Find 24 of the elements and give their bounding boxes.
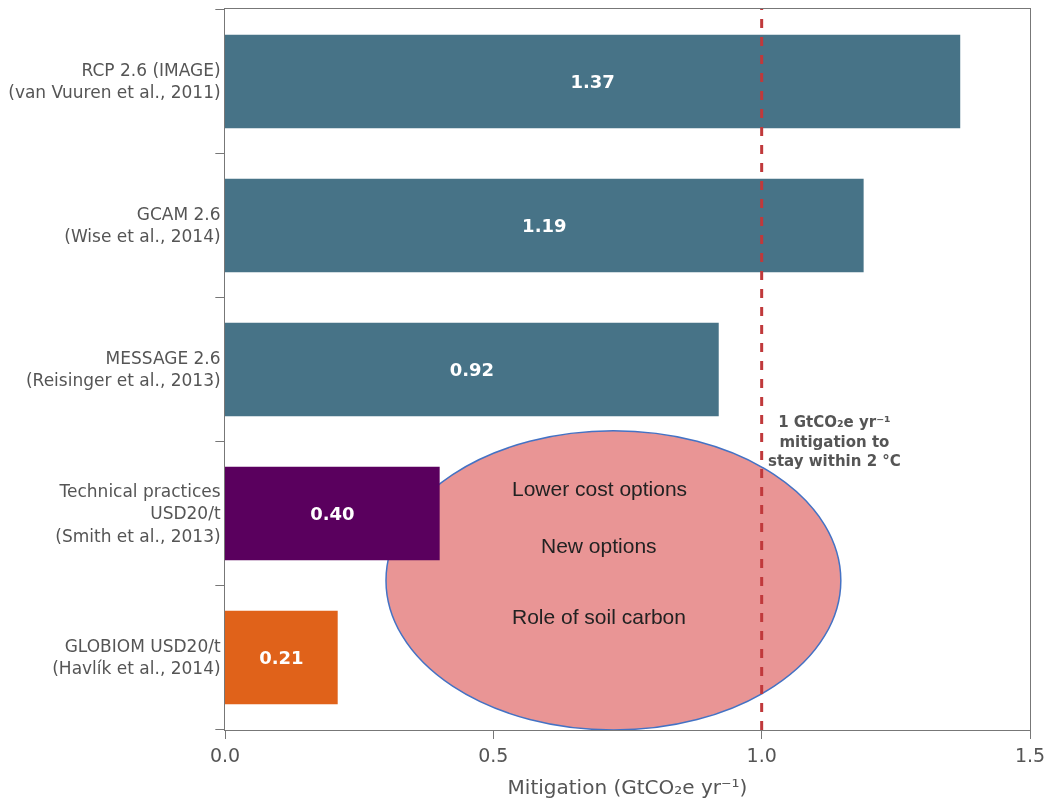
bar bbox=[225, 178, 864, 273]
data-label: 1.37 bbox=[570, 71, 615, 92]
bar bbox=[225, 610, 338, 705]
data-label: 0.92 bbox=[449, 359, 495, 380]
y-tick-label: GCAM 2.6 (Wise et al., 2014) bbox=[64, 204, 221, 247]
x-tick-label: 0.0 bbox=[209, 743, 241, 766]
bar bbox=[225, 322, 719, 417]
data-label: 0.40 bbox=[310, 503, 355, 524]
data-label: 0.21 bbox=[259, 647, 304, 668]
ref-line-label: 1 GtCO₂e yr⁻¹ mitigation to stay within 2 °C bbox=[768, 413, 901, 470]
x-tick-label: 1.5 bbox=[1014, 743, 1046, 766]
bar bbox=[225, 34, 961, 129]
x-axis-title: Mitigation (GtCO₂e yr⁻¹) bbox=[507, 775, 748, 800]
x-tick-label: 1.0 bbox=[746, 743, 777, 766]
y-tick-label: RCP 2.6 (IMAGE) (van Vuuren et al., 2011) bbox=[8, 60, 221, 103]
annotation: Lower cost options bbox=[512, 477, 688, 500]
bar bbox=[225, 466, 440, 561]
data-label: 1.19 bbox=[522, 215, 567, 236]
annotation: New options bbox=[541, 534, 657, 557]
y-tick-label: Technical practices USD20/t (Smith et al., 2013) bbox=[55, 481, 221, 546]
y-tick-label: MESSAGE 2.6 (Reisinger et al., 2013) bbox=[25, 348, 221, 391]
annotation: Role of soil carbon bbox=[512, 605, 686, 628]
y-tick-label: GLOBIOM USD20/t (Havlík et al., 2014) bbox=[52, 636, 221, 679]
x-tick-label: 0.5 bbox=[478, 743, 509, 766]
